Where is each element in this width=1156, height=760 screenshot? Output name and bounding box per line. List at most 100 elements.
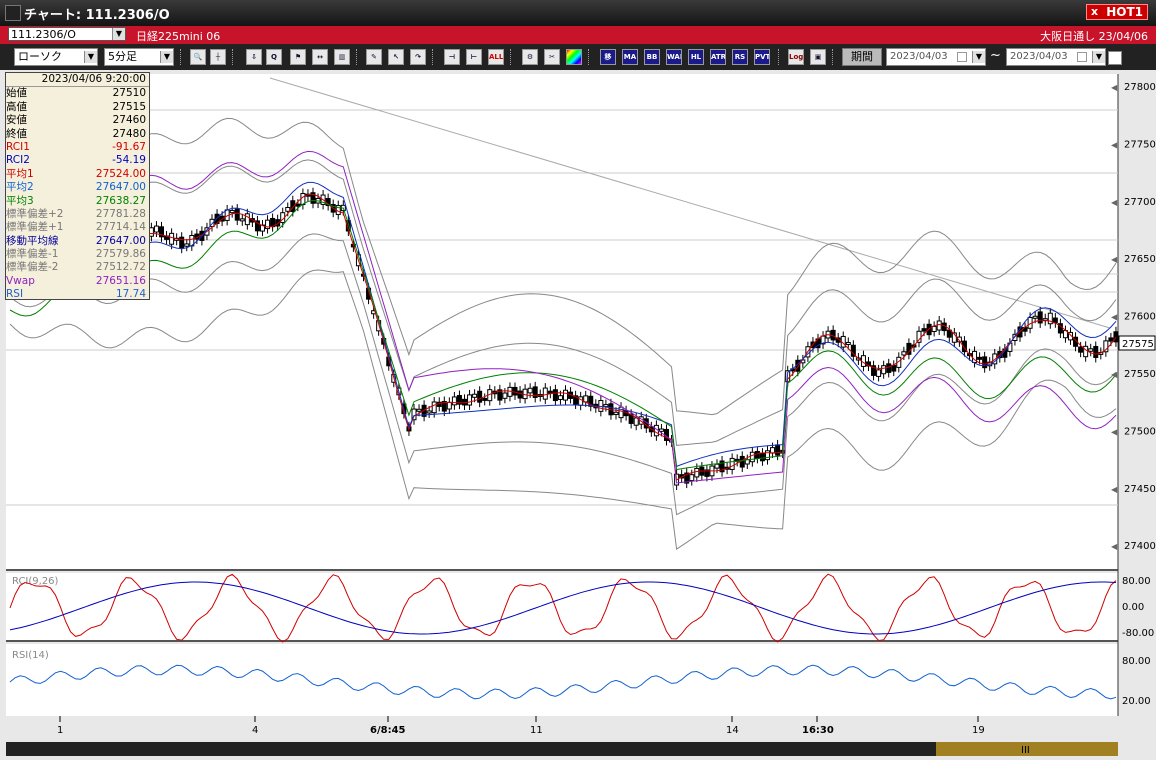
chart-type-select[interactable]: ローソク ▼ — [14, 48, 98, 66]
candle-body — [542, 387, 548, 400]
info-row-label: 高値 — [6, 100, 27, 113]
chevron-down-icon[interactable]: ▼ — [1092, 51, 1105, 63]
info-row-label: 標準偏差-1 — [6, 248, 59, 261]
info-row: 高値 27515 — [6, 101, 149, 114]
info-row-value: 27510 — [112, 87, 146, 100]
info-row-value: 27460 — [112, 114, 146, 127]
time-tick-label: 14 — [726, 725, 739, 736]
candle-body — [684, 472, 690, 484]
chevron-down-icon[interactable]: ▼ — [112, 28, 125, 40]
band-lower-2 — [9, 269, 1117, 550]
window-title: チャート: 111.2306/O — [24, 8, 170, 23]
candle-body — [613, 411, 619, 415]
tick-marker-icon: ◀ — [1111, 370, 1118, 379]
wae-button[interactable]: WAE — [666, 49, 682, 65]
drag-icon[interactable]: ⇩ — [246, 49, 262, 65]
atr-button[interactable]: ATR — [710, 49, 726, 65]
rs-button[interactable]: RS — [732, 49, 748, 65]
candle-body — [845, 341, 851, 345]
interval-select[interactable]: 5分足 ▼ — [104, 48, 174, 66]
price-panel[interactable] — [6, 74, 1118, 570]
toolbar-separator — [232, 49, 235, 65]
candle-body — [977, 356, 983, 360]
band-lower-1 — [9, 233, 1117, 516]
ma-mid-line — [9, 181, 1117, 468]
trend-line[interactable] — [269, 77, 1111, 329]
info-row-value: 27647.00 — [95, 181, 146, 194]
pvt-button[interactable]: PVT — [754, 49, 770, 65]
info-row-label: 終値 — [6, 127, 27, 140]
vwap-line — [9, 150, 1117, 484]
rsi-tick-label: 20.00 — [1122, 696, 1151, 707]
search-icon[interactable]: Q — [266, 49, 282, 65]
hot1-button[interactable]: x HOT1 — [1086, 4, 1148, 20]
current-price-label: 27575 — [1122, 339, 1154, 350]
candle-body — [775, 444, 781, 456]
chart-canvas[interactable]: 27800 ◀ 27750 ◀ 27700 ◀ 27650 ◀ 27600 ◀ 27550 ◀ 2750… — [0, 70, 1156, 760]
zoom-icon[interactable]: 🔍 — [190, 49, 206, 65]
scrollbar-thumb[interactable] — [936, 742, 1118, 756]
fit-left-icon[interactable]: ⊣ — [444, 49, 460, 65]
price-tick-label: 27550 — [1124, 369, 1156, 380]
info-row: Vwap 27651.16 — [6, 275, 149, 288]
scrollbar-track[interactable] — [6, 742, 1118, 756]
time-tick-label: 11 — [530, 725, 543, 736]
candle-body — [234, 208, 240, 221]
candle-body — [557, 395, 563, 400]
price-tick-label: 27400 — [1124, 541, 1156, 552]
candle-body — [472, 393, 478, 398]
candle-body — [563, 389, 568, 401]
ido-button[interactable]: 移 — [600, 49, 616, 65]
candle-body — [446, 401, 452, 410]
chevron-down-icon[interactable]: ▼ — [160, 51, 173, 63]
price-tick-label: 27700 — [1124, 197, 1156, 208]
log-button[interactable]: Log — [788, 49, 804, 65]
price-tick-label: 27750 — [1124, 139, 1156, 150]
candle-body — [169, 232, 175, 245]
trash-icon[interactable]: ▥ — [334, 49, 350, 65]
candle-body — [714, 463, 720, 469]
rsi-title: RSI(14) — [12, 650, 49, 661]
date-from-field[interactable]: 2023/04/03 ▼ — [886, 48, 986, 66]
fit-right-icon[interactable]: ⊢ — [466, 49, 482, 65]
info-row-value: 27647.00 — [95, 234, 146, 247]
color-icon[interactable] — [566, 49, 582, 65]
redo-icon[interactable]: ↷ — [410, 49, 426, 65]
candle-body — [431, 401, 437, 414]
rci-title: RCI(9,26) — [12, 576, 59, 587]
period-button[interactable]: 期間 — [842, 48, 882, 66]
candle-body — [1032, 315, 1038, 319]
pencil-icon[interactable]: ✎ — [366, 49, 382, 65]
candle-body — [244, 213, 250, 226]
chevron-down-icon[interactable]: ▼ — [84, 51, 97, 63]
info-row-value: 27515 — [112, 100, 146, 113]
chart-app-icon — [5, 5, 21, 21]
hl-button[interactable]: HL — [688, 49, 704, 65]
info-datetime: 2023/04/06 9:20:00 — [6, 73, 149, 88]
bb-button[interactable]: BB — [644, 49, 660, 65]
export-icon[interactable]: ▣ — [810, 49, 826, 65]
rci-panel[interactable] — [6, 573, 1118, 641]
info-row: 終値 27480 — [6, 128, 149, 141]
expand-icon[interactable]: ↔ — [312, 49, 328, 65]
settings-icon[interactable]: ⚙ — [522, 49, 538, 65]
pointer-icon[interactable]: ↖ — [388, 49, 404, 65]
symbol-code-input[interactable]: 111.2306/O ▼ — [8, 27, 126, 41]
ma-button[interactable]: MA — [622, 49, 638, 65]
date-enable-checkbox[interactable] — [1108, 51, 1122, 65]
toolbar-separator — [832, 49, 835, 65]
info-row-label: 移動平均線 — [6, 234, 59, 247]
paint-icon[interactable]: ✂ — [544, 49, 560, 65]
calendar-icon[interactable] — [957, 52, 967, 62]
cursor-icon[interactable]: ┼ — [210, 49, 226, 65]
chevron-down-icon[interactable]: ▼ — [972, 51, 985, 63]
info-row-value: 27512.72 — [95, 261, 146, 274]
flag-icon[interactable]: ⚑ — [290, 49, 306, 65]
candle-body — [876, 369, 882, 377]
rsi-panel[interactable] — [6, 644, 1118, 716]
tick-marker-icon: ◀ — [1111, 140, 1118, 149]
calendar-icon[interactable] — [1077, 52, 1087, 62]
all-button[interactable]: ALL — [488, 49, 504, 65]
close-icon[interactable]: x — [1091, 5, 1099, 18]
date-to-field[interactable]: 2023/04/03 ▼ — [1006, 48, 1106, 66]
